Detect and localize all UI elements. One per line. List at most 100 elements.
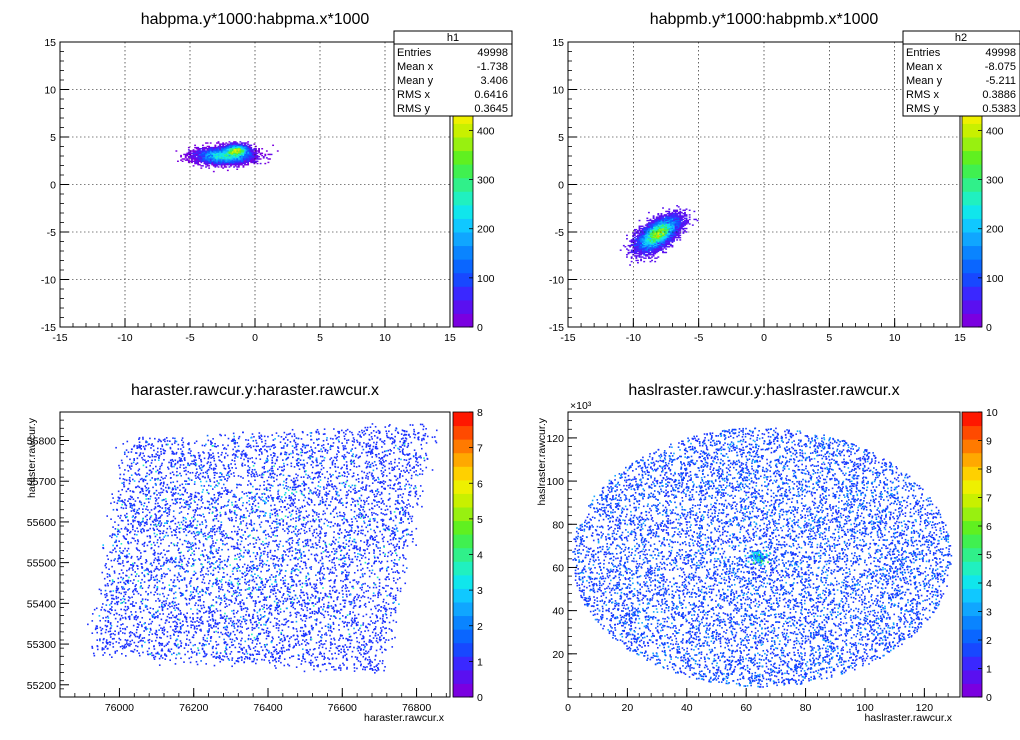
- scatter-point: [187, 644, 190, 646]
- heatmap-cell: [658, 215, 661, 217]
- heatmap-cell: [660, 218, 663, 221]
- heatmap-cell: [197, 146, 200, 149]
- scatter-point: [332, 536, 335, 539]
- scatter-point: [343, 464, 346, 466]
- heatmap-cell: [641, 244, 644, 247]
- heatmap-cell: [669, 219, 672, 222]
- heatmap-cell: [638, 256, 641, 258]
- scatter-point: [274, 576, 277, 579]
- scatter-point: [303, 517, 306, 519]
- scatter-point: [186, 638, 188, 640]
- heatmap-cell: [242, 150, 245, 152]
- heatmap-cell: [223, 163, 226, 166]
- scatter-point: [122, 577, 125, 580]
- scatter-point: [216, 656, 218, 658]
- scatter-point: [142, 651, 144, 654]
- scatter-point: [106, 515, 109, 517]
- heatmap-cell: [223, 160, 226, 162]
- scatter-point: [338, 639, 340, 641]
- scatter-point: [389, 484, 392, 487]
- heatmap-cell: [205, 159, 207, 161]
- scatter-point: [179, 557, 182, 560]
- heatmap-cell: [673, 234, 675, 237]
- heatmap-cell: [669, 227, 672, 230]
- scatter-point: [267, 500, 269, 502]
- scatter-point: [380, 593, 382, 596]
- heatmap-cell: [195, 152, 198, 155]
- heatmap-cell: [651, 233, 653, 235]
- scatter-point: [305, 575, 308, 578]
- y-tick-label: 15: [44, 37, 56, 49]
- heatmap-cell: [643, 250, 646, 253]
- scatter-point: [234, 439, 237, 442]
- scatter-point: [210, 572, 212, 575]
- scatter-point: [224, 612, 226, 615]
- heatmap-cell: [665, 244, 668, 247]
- scatter-point: [188, 503, 190, 506]
- scatter-point: [256, 635, 259, 638]
- scatter-point: [389, 510, 392, 513]
- scatter-point: [285, 451, 288, 454]
- heatmap-cell: [677, 225, 680, 227]
- scatter-point: [277, 565, 280, 567]
- heatmap-cell: [652, 223, 655, 225]
- heatmap-cell: [649, 247, 652, 249]
- scatter-point: [351, 484, 354, 487]
- heatmap-cell: [197, 156, 200, 158]
- heatmap-cell: [646, 249, 649, 251]
- scatter-point: [160, 472, 163, 474]
- heatmap-cell: [186, 159, 189, 161]
- scatter-point: [213, 459, 216, 462]
- scatter-point: [378, 460, 381, 462]
- scatter-point: [219, 493, 222, 495]
- scatter-point: [140, 531, 143, 534]
- y-tick-label: -5: [47, 227, 56, 239]
- heatmap-cell: [655, 240, 658, 242]
- heatmap-cell: [237, 151, 240, 153]
- heatmap-cell: [688, 218, 691, 221]
- heatmap-cell: [658, 226, 661, 229]
- heatmap-cell: [230, 163, 232, 166]
- scatter-point: [373, 505, 376, 507]
- scatter-point: [400, 522, 403, 524]
- heatmap-cell: [671, 219, 674, 222]
- scatter-point: [136, 511, 138, 514]
- heatmap-cell: [247, 160, 250, 162]
- heatmap-cell: [228, 157, 231, 159]
- heatmap-cell: [660, 248, 663, 250]
- heatmap-cell: [256, 150, 259, 152]
- heatmap-cell: [236, 157, 239, 159]
- heatmap-cell: [682, 222, 685, 224]
- scatter-point: [138, 437, 141, 439]
- heatmap-cell: [216, 148, 218, 150]
- scatter-point: [290, 496, 292, 499]
- heatmap-cell: [635, 232, 638, 234]
- heatmap-cell: [658, 236, 661, 239]
- heatmap-cell: [647, 257, 650, 259]
- heatmap-cell: [216, 154, 218, 157]
- heatmap-cell: [646, 225, 649, 227]
- heatmap-cell: [226, 161, 229, 164]
- heatmap-cell: [191, 160, 193, 162]
- heatmap-cell: [665, 236, 668, 239]
- heatmap-cell: [217, 152, 220, 155]
- scatter-point: [324, 610, 327, 613]
- scatter-point: [322, 565, 324, 567]
- scatter-point: [348, 558, 351, 561]
- scatter-point: [269, 551, 272, 554]
- scatter-point: [117, 529, 120, 532]
- scatter-point: [231, 501, 233, 504]
- heatmap-cell: [205, 152, 207, 155]
- scatter-point: [281, 644, 284, 647]
- scatter-point: [360, 631, 363, 633]
- scatter-point: [183, 531, 185, 533]
- scatter-point: [135, 631, 138, 634]
- scatter-point: [343, 560, 346, 563]
- heatmap-cell: [201, 144, 204, 147]
- heatmap-cell: [228, 156, 231, 158]
- scatter-point: [305, 580, 307, 582]
- heatmap-cell: [673, 222, 675, 224]
- scatter-point: [325, 640, 327, 642]
- heatmap-cell: [654, 228, 657, 231]
- heatmap-cell: [654, 239, 657, 241]
